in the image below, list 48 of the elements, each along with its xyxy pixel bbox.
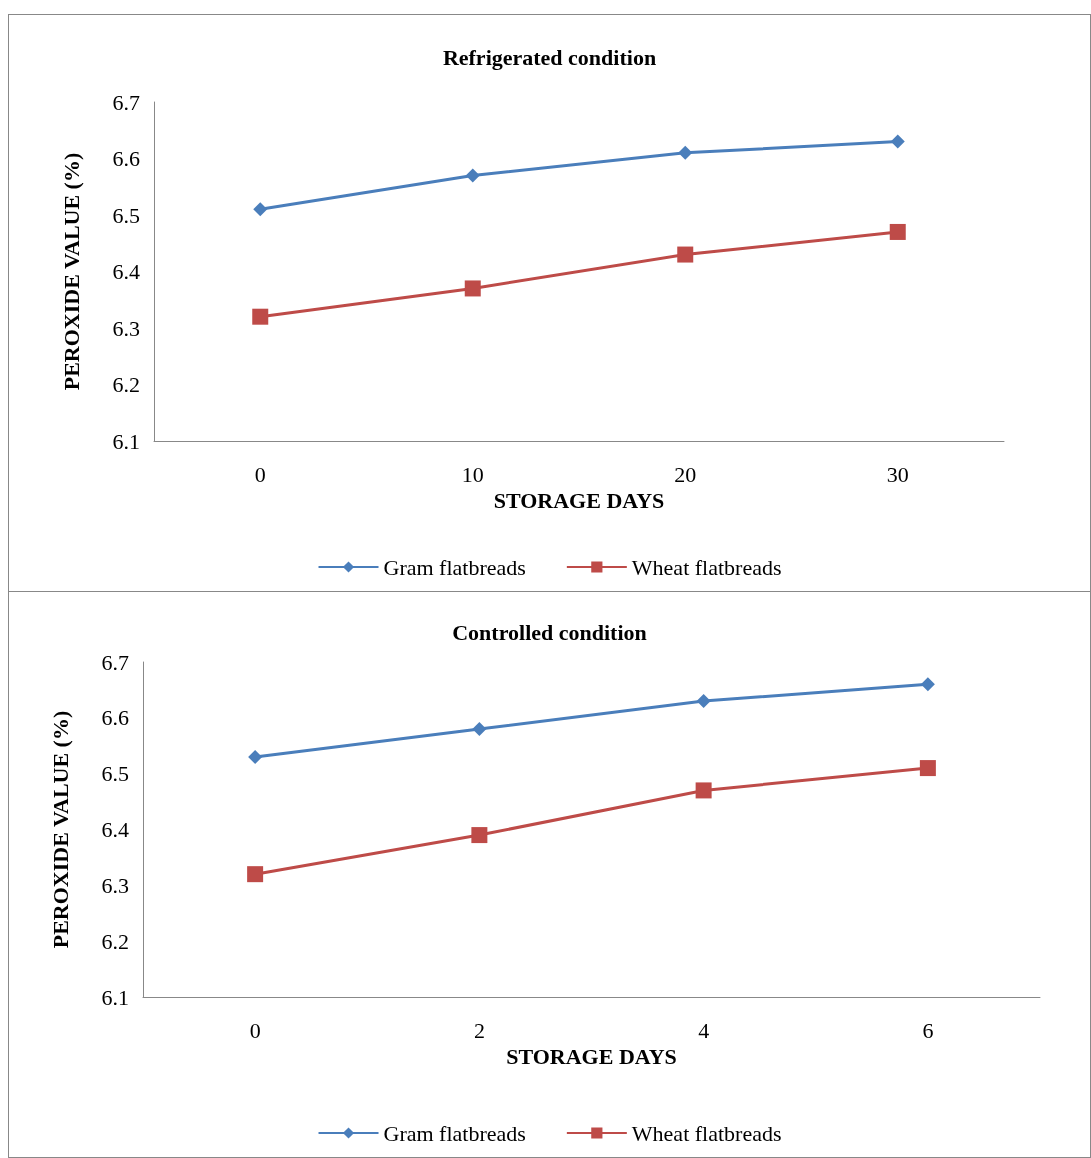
y-tick-label: 6.2 [112, 372, 140, 397]
y-tick-label: 6.6 [112, 146, 140, 171]
y-tick-label: 6.7 [112, 89, 140, 115]
point [695, 782, 712, 799]
point [920, 677, 935, 692]
y-tick-label: 6.5 [101, 761, 129, 787]
y-tick-label: 6.2 [101, 928, 129, 954]
legend-label: Gram flatbreads [383, 1120, 526, 1146]
point [471, 827, 488, 844]
point [248, 749, 263, 764]
y-tick-label: 6.3 [101, 872, 129, 898]
y-axis-title: PEROXIDE VALUE (%) [47, 710, 73, 949]
x-tick-label: 30 [886, 461, 909, 487]
point [252, 308, 269, 325]
y-tick-label: 6.4 [112, 259, 140, 284]
chart-title: Refrigerated condition [442, 44, 657, 70]
legend-label: Gram flatbreads [383, 554, 526, 580]
y-tick-label: 6.1 [112, 428, 140, 454]
legend-label: Wheat flatbreads [631, 554, 782, 580]
y-tick-label: 6.7 [101, 649, 129, 675]
point [890, 134, 905, 149]
point [464, 280, 481, 297]
x-tick-label: 4 [698, 1017, 710, 1043]
y-tick-label: 6.5 [112, 202, 140, 228]
point [472, 722, 487, 736]
x-axis-title: STORAGE DAYS [506, 1044, 677, 1070]
x-tick-label: 0 [249, 1017, 261, 1043]
point [253, 202, 268, 217]
x-tick-label: 2 [473, 1017, 485, 1043]
x-tick-label: 6 [922, 1017, 934, 1043]
point [919, 760, 936, 777]
y-tick-label: 6.6 [101, 705, 129, 731]
x-axis-title: STORAGE DAYS [493, 488, 665, 514]
chart-title: Controlled condition [452, 619, 647, 645]
point [677, 246, 694, 263]
x-tick-label: 0 [254, 461, 266, 487]
x-tick-label: 20 [674, 461, 697, 487]
point [247, 866, 264, 883]
legend-label: Wheat flatbreads [631, 1120, 782, 1146]
y-tick-label: 6.4 [101, 817, 129, 842]
x-tick-label: 10 [461, 461, 484, 487]
point [696, 694, 711, 709]
point [889, 223, 906, 240]
y-tick-label: 6.3 [112, 315, 140, 341]
y-axis-title: PEROXIDE VALUE (%) [58, 152, 84, 391]
y-tick-label: 6.1 [101, 984, 129, 1010]
point [678, 145, 693, 160]
point [465, 168, 480, 183]
